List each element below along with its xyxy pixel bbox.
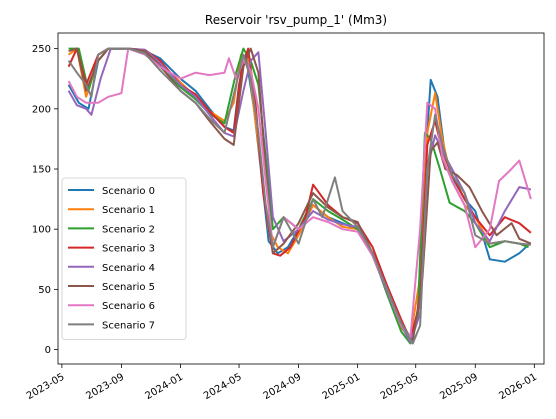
series-lines <box>67 47 532 345</box>
x-tick-label: 2024-09 <box>262 372 304 402</box>
y-tick-label: 150 <box>32 165 51 176</box>
series-line-7 <box>67 47 532 345</box>
x-tick-label: 2025-01 <box>321 372 363 402</box>
legend-label: Scenario 1 <box>102 205 155 216</box>
x-tick-label: 2024-05 <box>202 372 244 402</box>
y-tick-label: 50 <box>38 285 51 296</box>
legend-label: Scenario 3 <box>102 244 155 255</box>
y-tick-label: 100 <box>32 225 51 236</box>
legend-label: Scenario 7 <box>102 320 155 331</box>
x-tick-label: 2026-01 <box>497 372 539 402</box>
legend-label: Scenario 4 <box>102 263 155 274</box>
x-tick-label: 2023-05 <box>25 372 67 402</box>
legend-label: Scenario 5 <box>102 282 155 293</box>
x-tick-label: 2024-01 <box>143 372 185 402</box>
y-tick-label: 200 <box>32 104 51 115</box>
y-axis: 0 50 100 150 200 250 <box>32 44 58 356</box>
series-line-5 <box>68 47 532 343</box>
x-tick-label: 2025-09 <box>438 372 480 402</box>
chart-title: Reservoir 'rsv_pump_1' (Mm3) <box>205 13 387 27</box>
y-tick-label: 250 <box>32 44 51 55</box>
legend-label: Scenario 2 <box>102 224 155 235</box>
plot-frame <box>57 32 545 365</box>
legend: Scenario 0 Scenario 1 Scenario 2 Scenario 3… <box>61 177 187 341</box>
legend-box <box>61 177 187 341</box>
legend-label: Scenario 0 <box>102 186 155 197</box>
x-tick-label: 2023-09 <box>84 372 126 402</box>
x-axis: 2023-05 2023-09 2024-01 2024-05 2024-09 2025-… <box>25 364 539 402</box>
y-tick-label: 0 <box>45 345 51 356</box>
legend-label: Scenario 6 <box>102 301 155 312</box>
x-tick-label: 2025-05 <box>379 372 421 402</box>
